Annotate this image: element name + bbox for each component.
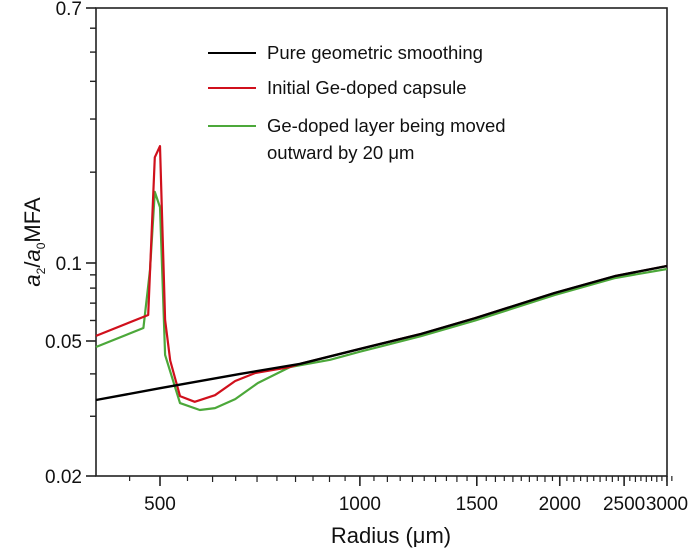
series-initial-ge-doped-capsule [95, 145, 668, 403]
y-tick-label: 0.1 [56, 254, 82, 275]
x-minor-ticks [129, 476, 673, 482]
x-tick-label: 3000 [646, 494, 688, 515]
x-tick-label: 1000 [339, 494, 381, 515]
plot-area-border [95, 7, 668, 477]
y-axis-title: a2/a0MFA [20, 197, 48, 287]
y-title-slash: / [20, 261, 45, 268]
y-tick-labels: 0.7 0.1 0.05 0.02 [45, 0, 96, 488]
x-tick-label: 1500 [456, 494, 498, 515]
y-tick-label: 0.05 [45, 332, 82, 353]
series-lines [95, 145, 668, 412]
y-title-suffix: MFA [20, 197, 45, 243]
x-axis-title: Radius (μm) [331, 523, 451, 548]
y-title-sub0: 0 [34, 242, 48, 249]
series-ge-doped-layer-moved [95, 190, 668, 412]
plot-frame [95, 7, 668, 477]
legend: Pure geometric smoothing Initial Ge-dope… [208, 42, 506, 163]
legend-label-initial-capsule: Initial Ge-doped capsule [267, 77, 467, 98]
legend-label-pure-geometric: Pure geometric smoothing [267, 42, 483, 63]
y-title-a: a [20, 274, 45, 286]
y-tick-label: 0.02 [45, 467, 82, 488]
y-tick-label: 0.7 [56, 0, 82, 20]
y-title-a0: a [20, 249, 45, 261]
legend-label-moved-layer-line1: Ge-doped layer being moved [267, 115, 506, 136]
x-tick-label: 2500 [603, 494, 645, 515]
x-tick-label: 2000 [539, 494, 581, 515]
x-tick-label: 500 [144, 494, 176, 515]
x-tick-labels: 500 1000 1500 2000 2500 3000 [144, 476, 688, 515]
y-title-sub2: 2 [34, 267, 48, 274]
series-pure-geometric-smoothing [95, 264, 668, 402]
legend-label-moved-layer-line2: outward by 20 μm [267, 142, 414, 163]
y-minor-ticks [90, 27, 96, 417]
svg-text:a2/a0MFA: a2/a0MFA [20, 197, 48, 287]
